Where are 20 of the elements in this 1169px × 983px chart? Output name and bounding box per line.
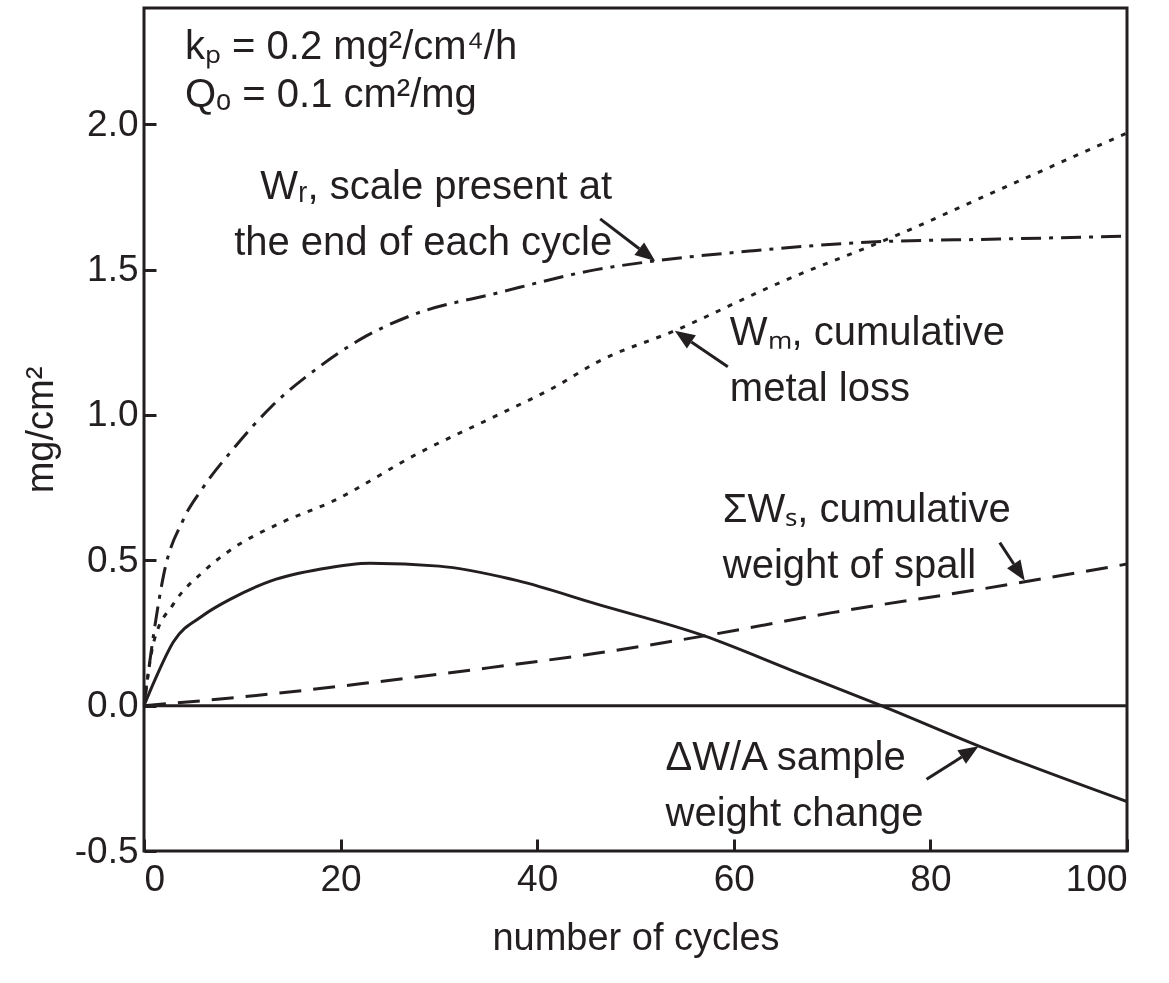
annotation: kₚ = 0.2 mg²/cm⁴/h [185,23,518,69]
annotation: Wᵣ, scale present at the end of each cycle [234,162,613,263]
annotation: ΔW/A sample weight change [664,734,924,835]
y-tick-label: -0.5 [74,829,139,871]
annotation: ΣWₛ, cumulative weight of spall [721,485,1011,586]
y-tick-label: 1.0 [87,393,139,435]
x-tick-label: 80 [910,857,952,899]
x-tick-label: 0 [144,857,166,899]
annotation: Qₒ = 0.1 cm²/mg [185,71,477,115]
x-axis-title: number of cycles [492,915,780,958]
y-tick-label: 1.5 [87,248,139,290]
y-tick-label: 0.5 [87,538,139,580]
y-axis-title: mg/cm² [18,366,61,494]
annotation: Wₘ, cumulative metal loss [729,308,1005,409]
x-tick-label: 40 [517,857,559,899]
y-tick-label: 0.0 [87,684,139,726]
y-tick-label: 2.0 [87,102,139,144]
x-tick-label: 20 [320,857,362,899]
x-tick-label: 100 [1065,857,1128,899]
x-tick-label: 60 [713,857,755,899]
